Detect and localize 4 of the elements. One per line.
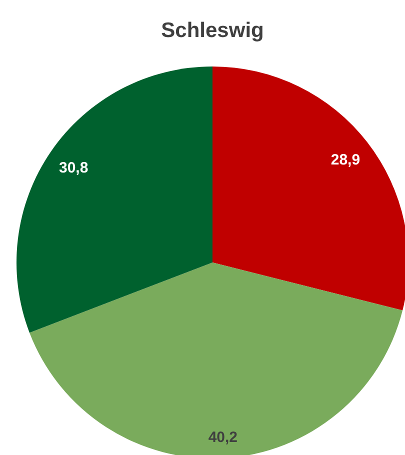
data-label: 40,2 bbox=[208, 429, 238, 446]
chart-title: Schleswig bbox=[161, 19, 264, 42]
data-label: 28,9 bbox=[330, 151, 360, 168]
data-label: 30,8 bbox=[58, 160, 88, 177]
